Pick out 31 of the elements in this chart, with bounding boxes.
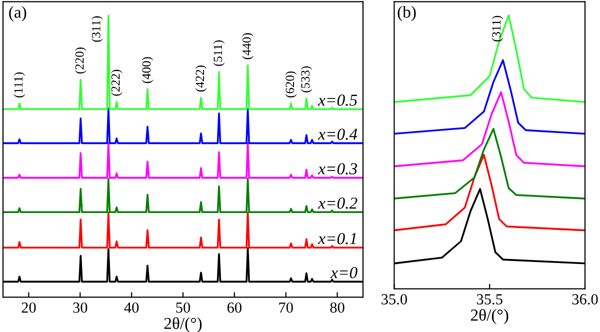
series-label: x=0.3: [318, 163, 358, 175]
annotation: (620): [285, 71, 297, 98]
annotation: (400): [142, 57, 154, 84]
annotation: (511): [213, 40, 225, 66]
x-tick-label: 30: [73, 302, 88, 313]
series-label: x=0.1: [318, 232, 356, 244]
x-tick-label: 40: [124, 302, 139, 313]
x-tick-label: 80: [330, 302, 344, 313]
annotation: (440): [242, 33, 254, 60]
series-label: x=0.4: [318, 128, 358, 140]
series-label: x=0.5: [318, 94, 358, 106]
x-tick-label: 50: [176, 302, 190, 313]
series-label: x=0.2: [318, 198, 358, 209]
x-tick-label: 35.5: [476, 294, 502, 305]
series-label: x=0: [330, 267, 358, 278]
annotation: (422): [195, 66, 207, 92]
x-tick-label: 70: [279, 302, 293, 313]
x-tick-label: 35.0: [382, 294, 407, 305]
annotation: (220): [74, 48, 86, 74]
chart-title: (a): [9, 6, 26, 22]
annotation: (311): [492, 16, 504, 42]
annotation: (222): [110, 70, 122, 96]
annotation: (311): [92, 16, 103, 42]
x-tick-label: 36.0: [572, 294, 598, 305]
x-tick-label: 20: [22, 302, 36, 313]
chart-title: (b): [398, 6, 416, 22]
x-axis-title: 2θ/(°): [164, 317, 202, 332]
x-tick-label: 60: [227, 302, 242, 313]
annotation: (111): [14, 72, 26, 98]
x-axis-title: 2θ/(°): [470, 308, 508, 324]
annotation: (533): [300, 66, 312, 92]
